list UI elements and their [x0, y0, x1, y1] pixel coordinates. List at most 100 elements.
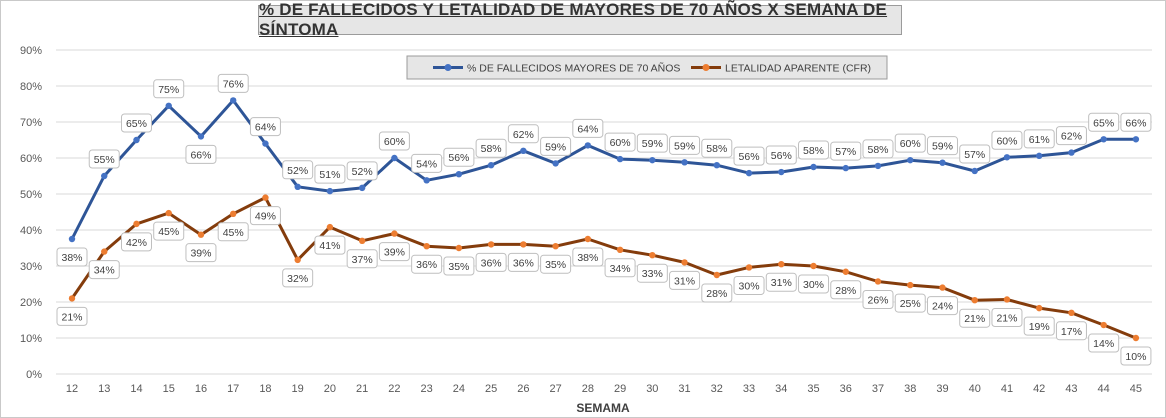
- data-point: [423, 243, 430, 250]
- data-label-box: [701, 138, 733, 158]
- data-label-box: [475, 252, 507, 272]
- y-axis-ticks: 0% 10% 20% 30% 40% 50% 60% 70% 80% 90%: [20, 45, 42, 381]
- data-label-box: [56, 306, 88, 326]
- data-point: [262, 140, 269, 147]
- data-label-box: [733, 275, 765, 295]
- data-label-box: [959, 144, 991, 164]
- y-tick-label: 50%: [20, 189, 42, 201]
- data-label-box: [185, 144, 217, 164]
- data-label: 60%: [900, 138, 921, 150]
- data-label: 55%: [94, 154, 115, 166]
- data-label: 38%: [577, 252, 598, 264]
- data-label-box: [862, 139, 894, 159]
- x-tick-label: 27: [549, 383, 561, 395]
- data-label-box: [572, 118, 604, 138]
- data-label: 54%: [416, 158, 437, 170]
- x-tick-label: 30: [646, 383, 658, 395]
- legend-box: [406, 55, 888, 80]
- x-tick-label: 21: [356, 383, 368, 395]
- data-label: 60%: [384, 136, 405, 148]
- data-label: 51%: [319, 169, 340, 181]
- data-label-box: [959, 308, 991, 328]
- data-label: 35%: [545, 259, 566, 271]
- data-label: 65%: [1093, 117, 1114, 129]
- data-label: 58%: [803, 145, 824, 157]
- y-tick-label: 0%: [26, 369, 42, 381]
- data-point: [616, 246, 624, 253]
- data-label: 75%: [158, 84, 179, 96]
- data-point: [1003, 296, 1011, 303]
- data-point: [552, 243, 559, 250]
- data-label-box: [282, 268, 314, 288]
- data-label: 57%: [964, 149, 985, 161]
- data-label: 17%: [1061, 326, 1082, 338]
- data-point: [391, 230, 398, 237]
- data-point: [681, 259, 688, 266]
- data-label-box: [1055, 126, 1087, 146]
- data-label-box: [636, 263, 668, 283]
- data-label: 64%: [577, 123, 598, 135]
- x-axis-title: SEMAMA: [576, 401, 630, 415]
- data-label-box: [1088, 112, 1120, 132]
- x-tick-label: 45: [1130, 383, 1142, 395]
- data-point: [101, 248, 108, 255]
- data-label-box: [185, 243, 217, 263]
- data-point: [197, 231, 205, 238]
- data-label-box: [346, 161, 378, 181]
- data-label-box: [862, 289, 894, 309]
- data-point: [971, 167, 978, 175]
- x-tick-label: 22: [388, 383, 400, 395]
- series-line-fallecidos: [70, 98, 1136, 240]
- data-label: 25%: [900, 298, 921, 310]
- x-tick-label: 38: [904, 383, 916, 395]
- data-point: [294, 183, 301, 190]
- data-point: [101, 172, 108, 180]
- data-point: [1132, 136, 1140, 143]
- data-label: 28%: [706, 288, 727, 300]
- x-tick-label: 35: [807, 383, 819, 395]
- data-label-box: [443, 147, 475, 167]
- data-label-box: [798, 274, 830, 294]
- data-point: [230, 210, 237, 217]
- data-label: 52%: [287, 165, 308, 177]
- data-label-box: [830, 141, 862, 161]
- data-label-box: [540, 136, 572, 156]
- data-label-box: [120, 232, 152, 252]
- data-point: [1132, 334, 1140, 342]
- data-label: 59%: [642, 138, 663, 150]
- data-label: 62%: [513, 129, 534, 141]
- data-point: [842, 164, 849, 172]
- data-label-box: [894, 133, 926, 153]
- data-point: [1036, 304, 1043, 312]
- data-point: [681, 159, 688, 166]
- data-label: 64%: [255, 122, 276, 134]
- data-label-box: [88, 149, 120, 169]
- data-label: 10%: [1125, 351, 1146, 363]
- data-point: [584, 235, 592, 243]
- data-label: 36%: [481, 257, 502, 269]
- data-label-box: [314, 235, 346, 255]
- data-label: 58%: [867, 144, 888, 156]
- data-point: [294, 256, 301, 264]
- data-label-box: [1055, 321, 1087, 341]
- data-label: 56%: [771, 150, 792, 162]
- data-point: [552, 160, 559, 167]
- data-label-box: [830, 280, 862, 300]
- x-tick-label: 39: [936, 383, 948, 395]
- data-label-box: [378, 131, 410, 151]
- data-label-box: [1120, 346, 1152, 366]
- x-tick-label: 18: [259, 383, 271, 395]
- data-point: [520, 147, 527, 154]
- data-point: [745, 264, 753, 271]
- data-label-box: [120, 113, 152, 133]
- data-label: 32%: [287, 273, 308, 285]
- x-tick-label: 19: [292, 383, 304, 395]
- data-label: 36%: [416, 259, 437, 271]
- x-tick-label: 40: [969, 383, 981, 395]
- x-tick-label: 16: [195, 383, 207, 395]
- data-point: [1100, 136, 1107, 143]
- data-label-box: [991, 307, 1023, 327]
- x-tick-label: 12: [66, 383, 78, 395]
- data-label: 66%: [190, 149, 211, 161]
